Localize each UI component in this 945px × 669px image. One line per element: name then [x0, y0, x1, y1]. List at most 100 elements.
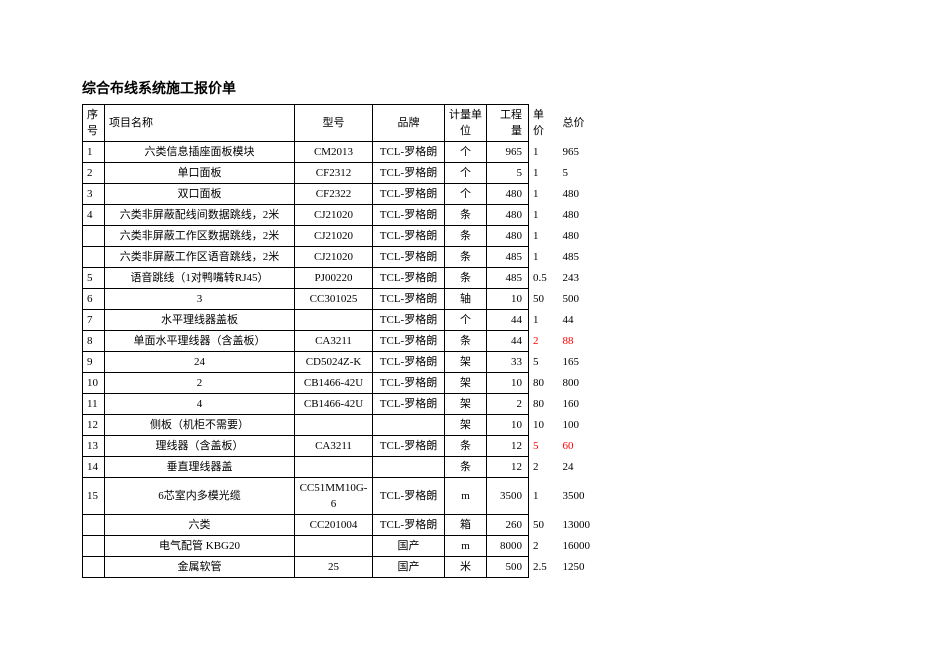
- cell-price: 1: [529, 205, 559, 226]
- cell-seq: 8: [83, 331, 105, 352]
- cell-name: 垂直理线器盖: [105, 457, 295, 478]
- cell-seq: 13: [83, 436, 105, 457]
- cell-qty: 10: [487, 373, 529, 394]
- cell-price: 1: [529, 247, 559, 268]
- cell-total: 16000: [559, 536, 607, 557]
- cell-model: [295, 457, 373, 478]
- cell-price: 2: [529, 536, 559, 557]
- cell-model: CA3211: [295, 331, 373, 352]
- cell-name: 电气配管 KBG20: [105, 536, 295, 557]
- cell-name: 水平理线器盖板: [105, 310, 295, 331]
- cell-price: 80: [529, 394, 559, 415]
- cell-unit: 个: [445, 163, 487, 184]
- cell-seq: [83, 536, 105, 557]
- cell-total: 1250: [559, 557, 607, 578]
- cell-price: 1: [529, 310, 559, 331]
- cell-model: CB1466-42U: [295, 394, 373, 415]
- cell-price: 0.5: [529, 268, 559, 289]
- cell-qty: 2: [487, 394, 529, 415]
- cell-qty: 8000: [487, 536, 529, 557]
- cell-qty: 480: [487, 226, 529, 247]
- cell-model: CJ21020: [295, 247, 373, 268]
- header-total: 总价: [559, 105, 607, 142]
- cell-total: 480: [559, 205, 607, 226]
- cell-model: 25: [295, 557, 373, 578]
- cell-model: CC301025: [295, 289, 373, 310]
- cell-name: 3: [105, 289, 295, 310]
- cell-unit: 米: [445, 557, 487, 578]
- cell-brand: TCL-罗格朗: [373, 331, 445, 352]
- header-brand: 品牌: [373, 105, 445, 142]
- cell-seq: 1: [83, 142, 105, 163]
- cell-brand: [373, 415, 445, 436]
- table-row: 63CC301025TCL-罗格朗轴1050500: [83, 289, 607, 310]
- cell-seq: 15: [83, 478, 105, 515]
- cell-qty: 480: [487, 205, 529, 226]
- cell-qty: 33: [487, 352, 529, 373]
- cell-brand: TCL-罗格朗: [373, 352, 445, 373]
- table-row: 六类非屏蔽工作区数据跳线，2米CJ21020TCL-罗格朗条4801480: [83, 226, 607, 247]
- cell-model: CM2013: [295, 142, 373, 163]
- cell-model: [295, 415, 373, 436]
- cell-name: 2: [105, 373, 295, 394]
- table-row: 14垂直理线器盖条12224: [83, 457, 607, 478]
- table-row: 13理线器（含盖板）CA3211TCL-罗格朗条12560: [83, 436, 607, 457]
- cell-name: 双口面板: [105, 184, 295, 205]
- cell-price: 5: [529, 352, 559, 373]
- cell-model: CC51MM10G-6: [295, 478, 373, 515]
- cell-name: 六类非屏蔽配线间数据跳线，2米: [105, 205, 295, 226]
- header-price: 单价: [529, 105, 559, 142]
- cell-qty: 485: [487, 247, 529, 268]
- cell-price: 1: [529, 142, 559, 163]
- cell-model: [295, 310, 373, 331]
- cell-unit: 个: [445, 142, 487, 163]
- cell-qty: 260: [487, 515, 529, 536]
- cell-seq: [83, 515, 105, 536]
- cell-total: 965: [559, 142, 607, 163]
- table-row: 5语音跳线（1对鸭嘴转RJ45）PJ00220TCL-罗格朗条4850.5243: [83, 268, 607, 289]
- cell-qty: 500: [487, 557, 529, 578]
- cell-unit: 条: [445, 268, 487, 289]
- cell-qty: 480: [487, 184, 529, 205]
- cell-qty: 485: [487, 268, 529, 289]
- cell-total: 3500: [559, 478, 607, 515]
- cell-name: 24: [105, 352, 295, 373]
- cell-model: CJ21020: [295, 226, 373, 247]
- table-row: 3双口面板CF2322TCL-罗格朗个4801480: [83, 184, 607, 205]
- cell-unit: 架: [445, 394, 487, 415]
- cell-unit: 箱: [445, 515, 487, 536]
- cell-unit: 个: [445, 184, 487, 205]
- cell-brand: TCL-罗格朗: [373, 289, 445, 310]
- cell-total: 485: [559, 247, 607, 268]
- cell-total: 480: [559, 184, 607, 205]
- cell-total: 44: [559, 310, 607, 331]
- cell-qty: 44: [487, 310, 529, 331]
- cell-qty: 10: [487, 415, 529, 436]
- table-row: 1六类信息插座面板模块CM2013TCL-罗格朗个9651965: [83, 142, 607, 163]
- cell-name: 六类: [105, 515, 295, 536]
- cell-price: 2: [529, 457, 559, 478]
- cell-model: CB1466-42U: [295, 373, 373, 394]
- cell-seq: 14: [83, 457, 105, 478]
- cell-unit: 架: [445, 415, 487, 436]
- header-qty: 工程量: [487, 105, 529, 142]
- cell-name: 六类非屏蔽工作区语音跳线，2米: [105, 247, 295, 268]
- table-row: 924CD5024Z-KTCL-罗格朗架335165: [83, 352, 607, 373]
- table-row: 102CB1466-42UTCL-罗格朗架1080800: [83, 373, 607, 394]
- table-row: 7水平理线器盖板TCL-罗格朗个44144: [83, 310, 607, 331]
- cell-unit: 条: [445, 436, 487, 457]
- cell-price: 1: [529, 478, 559, 515]
- quotation-table: 序号 项目名称 型号 品牌 计量单位 工程量 单价 总价 1六类信息插座面板模块…: [82, 104, 607, 578]
- table-row: 156芯室内多模光缆CC51MM10G-6TCL-罗格朗m350013500: [83, 478, 607, 515]
- cell-total: 165: [559, 352, 607, 373]
- cell-total: 800: [559, 373, 607, 394]
- cell-qty: 5: [487, 163, 529, 184]
- cell-price: 1: [529, 163, 559, 184]
- cell-name: 六类信息插座面板模块: [105, 142, 295, 163]
- cell-name: 六类非屏蔽工作区数据跳线，2米: [105, 226, 295, 247]
- cell-brand: TCL-罗格朗: [373, 310, 445, 331]
- table-row: 六类非屏蔽工作区语音跳线，2米CJ21020TCL-罗格朗条4851485: [83, 247, 607, 268]
- cell-qty: 3500: [487, 478, 529, 515]
- cell-unit: 条: [445, 247, 487, 268]
- cell-qty: 12: [487, 457, 529, 478]
